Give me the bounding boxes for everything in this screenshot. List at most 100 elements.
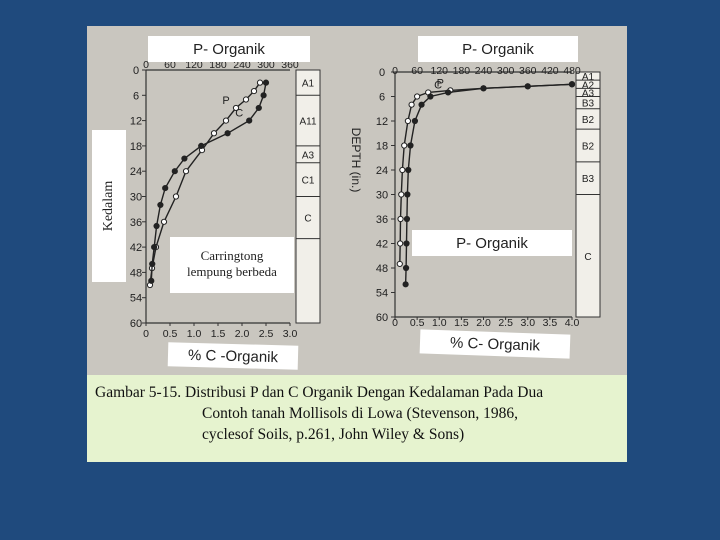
panel-1-series-p-point bbox=[232, 104, 240, 112]
panel-2-top-tick: 240 bbox=[475, 65, 493, 77]
panel-1-series-p-point bbox=[182, 168, 190, 175]
panel-2-bottom-tick: 2.0 bbox=[476, 317, 491, 329]
panel-2-series-p-point bbox=[401, 142, 408, 149]
panel-2-series-c-point bbox=[568, 81, 576, 88]
panel-2-bottom-tick: 2.5 bbox=[498, 317, 513, 329]
panel-1-series-c-point bbox=[171, 168, 178, 175]
panel-2-series-c-point bbox=[480, 85, 487, 92]
panel-2-series-p-point bbox=[397, 240, 404, 247]
panel-1-series-c-point bbox=[198, 142, 205, 149]
panel-2-horizon-label: B3 bbox=[582, 174, 595, 185]
panel-2-series-p-point bbox=[408, 101, 415, 108]
panel-1-series-c-point bbox=[148, 277, 155, 284]
panel-2-series-c-point bbox=[402, 281, 409, 288]
panel-2-horizon-label: B3 bbox=[582, 99, 595, 110]
panel-2-bottom-tick: 4.0 bbox=[565, 317, 580, 329]
panel-2-series-p-point bbox=[396, 260, 403, 268]
panel-1-horizon-label: A11 bbox=[299, 117, 316, 128]
panel-2-top-tick: 0 bbox=[392, 65, 398, 77]
panel-1-depth-tick: 36 bbox=[130, 217, 142, 229]
caption-line-3: cyclesof Soils, p.261, John Wiley & Sons… bbox=[202, 426, 465, 443]
panel-1-depth-tick: 42 bbox=[130, 242, 142, 254]
panel-1-depth-tick: 24 bbox=[130, 166, 142, 178]
panel-2-series-c-point bbox=[405, 166, 412, 174]
right-p-organik-mid-label: P- Organik bbox=[412, 230, 572, 256]
panel-1-top-tick: 0 bbox=[143, 59, 149, 71]
panel-2-series-c-point bbox=[407, 142, 414, 149]
panel-2-top-tick: 180 bbox=[453, 65, 471, 77]
panel-2-horizon-label: C bbox=[584, 252, 591, 263]
panel-2-series-c-point bbox=[524, 83, 531, 90]
panel-2-horizon-label: B2 bbox=[582, 142, 595, 153]
panel-1-top-tick: 60 bbox=[164, 59, 176, 71]
panel-1-bottom-tick: 2.0 bbox=[235, 328, 250, 340]
caption-box bbox=[87, 375, 627, 462]
panel-1-series-c-point bbox=[181, 155, 188, 162]
panel-2-bottom-tick: 3.5 bbox=[543, 317, 558, 329]
panel-2-series-p-label: P bbox=[437, 77, 444, 89]
panel-1-series-p-point bbox=[222, 117, 230, 124]
carrington-line-1: Carringtong bbox=[200, 248, 264, 263]
panel-2-depth-tick: 12 bbox=[376, 116, 388, 128]
panel-1-bottom-tick: 2.5 bbox=[259, 328, 274, 340]
panel-2-bottom-tick: 0 bbox=[392, 317, 398, 329]
panel-1-series-c-point bbox=[151, 244, 158, 251]
panel-1-series-c-label: C bbox=[235, 108, 243, 120]
panel-1-top-tick: 240 bbox=[233, 59, 251, 71]
panel-2-top-tick: 480 bbox=[563, 65, 581, 77]
panel-1-series-c-point bbox=[162, 184, 169, 192]
panel-1-series-p-point bbox=[172, 193, 180, 200]
panel-1-depth-tick: 0 bbox=[133, 65, 139, 77]
panel-2-horizon-label: A1 bbox=[582, 72, 595, 83]
panel-1-top-tick: 120 bbox=[185, 59, 203, 71]
left-c-organik-label: % C -Organik bbox=[167, 342, 299, 370]
panel-1-depth-tick: 30 bbox=[130, 192, 142, 204]
panel-2-series-c-point bbox=[402, 264, 410, 272]
panel-1-bottom-tick: 3.0 bbox=[283, 328, 298, 340]
panel-2-series-c-point bbox=[411, 117, 419, 125]
panel-2-top-tick: 120 bbox=[430, 65, 448, 77]
panel-2-depth-tick: 6 bbox=[379, 92, 385, 104]
panel-1-series-p-point bbox=[250, 87, 258, 95]
panel-1-top-tick: 300 bbox=[257, 59, 275, 71]
panel-2-series-c-label: C bbox=[434, 79, 442, 91]
carrington-line-2: lempung berbeda bbox=[187, 264, 277, 279]
panel-2-horizon-label: A3 bbox=[582, 88, 595, 99]
panel-2-depth-tick: 42 bbox=[376, 239, 388, 251]
panel-1-series-c-point bbox=[260, 92, 267, 99]
panel-1-series-c-point bbox=[224, 130, 231, 137]
panel-2-top-tick: 360 bbox=[519, 65, 537, 77]
panel-2-series-p-point bbox=[399, 166, 406, 174]
panel-1-depth-tick: 60 bbox=[130, 318, 142, 330]
panel-2-series-c-point bbox=[403, 215, 411, 223]
panel-2-depth-tick: 54 bbox=[376, 288, 388, 300]
panel-1-series-c-point bbox=[149, 260, 156, 268]
panel-2-bottom-tick: 1.5 bbox=[454, 317, 469, 329]
panel-1-horizon-label: C bbox=[304, 214, 311, 225]
panel-2-depth-tick: 18 bbox=[376, 141, 388, 153]
depth-label-text: Kedalam bbox=[101, 180, 116, 232]
panel-2-depth-tick: 30 bbox=[376, 190, 388, 202]
panel-1-depth-tick: 54 bbox=[130, 293, 142, 305]
panel-1-horizon-label: A3 bbox=[302, 150, 315, 161]
panel-1-top-tick: 180 bbox=[209, 59, 227, 71]
panel-2-series-p-point bbox=[404, 117, 412, 125]
panel-2-series-p-point bbox=[414, 93, 421, 100]
panel-1-top-tick: 360 bbox=[281, 59, 299, 71]
panel-2-series-c-point bbox=[418, 101, 425, 108]
panel-1-series-p-point bbox=[242, 96, 250, 103]
left-p-organik-label: P- Organik bbox=[148, 36, 310, 62]
panel-2-series-c-point bbox=[427, 93, 434, 100]
panel-2-series-c-point bbox=[404, 191, 411, 198]
panel-2-series-p-point bbox=[398, 191, 405, 198]
panel-1-horizon-label: A1 bbox=[302, 79, 315, 90]
panel-1-depth-tick: 48 bbox=[130, 267, 142, 279]
panel-1-bottom-tick: 1.5 bbox=[211, 328, 226, 340]
figure-caption: Gambar 5-15. Distribusi P dan C Organik … bbox=[95, 382, 615, 445]
panel-2-depth-tick: 36 bbox=[376, 214, 388, 226]
panel-2-horizon-label: B2 bbox=[582, 115, 595, 126]
panel-2-depth-tick: 48 bbox=[376, 263, 388, 275]
panel-1-series-c-point bbox=[246, 117, 253, 124]
right-p-organik-top-label: P- Organik bbox=[418, 36, 578, 62]
